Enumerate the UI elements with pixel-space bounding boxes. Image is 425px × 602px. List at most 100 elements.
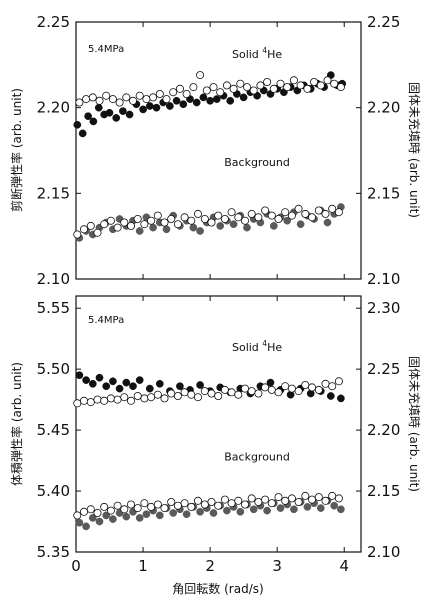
top-solid-open-point bbox=[196, 71, 205, 80]
top-right-y-axis-label: 固体未充填時 (arb. unit) bbox=[407, 82, 422, 218]
top-background-open-point bbox=[180, 213, 189, 222]
bottom-background-open-point bbox=[227, 499, 236, 508]
bottom-solid-open-point bbox=[80, 396, 89, 405]
bottom-background-filled-point bbox=[75, 518, 84, 527]
top-background-open-point bbox=[214, 211, 223, 220]
bottom-solid-open-point bbox=[207, 389, 216, 398]
top-solid-open-point bbox=[316, 81, 325, 90]
top-background-filled-point bbox=[216, 222, 225, 230]
bottom-background-filled-point bbox=[109, 515, 117, 523]
bottom-background-open-point bbox=[328, 491, 337, 500]
top-solid-open-point bbox=[75, 98, 84, 107]
bottom-background-open-point bbox=[93, 508, 102, 517]
bottom-solid-open-point bbox=[193, 393, 202, 402]
bottom-left-tick-label: 5.40 bbox=[37, 482, 70, 500]
top-background-open-point bbox=[334, 208, 343, 217]
top-background-open-point bbox=[240, 216, 249, 225]
bottom-solid-he-annotation: Solid 4He bbox=[232, 339, 282, 354]
bottom-solid-open-point bbox=[334, 377, 343, 386]
bottom-background-open-point bbox=[100, 502, 109, 511]
top-background-filled-point bbox=[296, 220, 305, 229]
bottom-right-tick-label: 2.10 bbox=[367, 543, 400, 561]
bottom-background-open-point bbox=[247, 494, 256, 503]
bottom-background-filled-point bbox=[182, 510, 191, 519]
x-tick-label: 0 bbox=[71, 557, 81, 575]
top-background-open-point bbox=[167, 214, 176, 223]
top-background-open-point bbox=[113, 223, 122, 232]
bottom-solid-filled-point bbox=[75, 371, 84, 380]
bottom-background-open-point bbox=[281, 496, 290, 505]
top-solid-he-annotation: Solid 4He bbox=[232, 46, 282, 61]
bottom-background-filled-point bbox=[249, 505, 258, 514]
bottom-background-open-point bbox=[334, 494, 343, 503]
top-solid-open-point bbox=[135, 91, 144, 100]
top-background-open-point bbox=[100, 220, 109, 229]
bottom-background-open-point bbox=[120, 505, 129, 514]
bottom-solid-he-text: He bbox=[267, 341, 282, 354]
top-solid-open-point bbox=[175, 84, 184, 93]
bottom-solid-open-point bbox=[301, 380, 310, 389]
top-background-filled-point bbox=[162, 225, 171, 234]
bottom-background-open-point bbox=[80, 507, 89, 516]
top-background-filled-point bbox=[323, 218, 332, 227]
bottom-solid-open-point bbox=[153, 390, 162, 399]
bottom-solid-open-point bbox=[261, 383, 270, 392]
x-tick-label: 1 bbox=[138, 557, 148, 575]
bottom-solid-open-point bbox=[133, 391, 142, 400]
bottom-background-open-point bbox=[193, 496, 202, 505]
bottom-solid-filled-point bbox=[155, 379, 164, 388]
bottom-background-filled-point bbox=[276, 504, 285, 512]
bottom-background-filled-point bbox=[142, 510, 151, 519]
top-solid-open-point bbox=[303, 84, 312, 93]
bottom-x-ticks: 0 1 2 3 4 bbox=[71, 22, 349, 575]
bottom-background-filled-point bbox=[290, 505, 298, 514]
bottom-left-y-ticks: 5.35 5.40 5.45 5.50 5.55 bbox=[37, 299, 81, 561]
bottom-solid-open-point bbox=[200, 387, 209, 396]
top-background-open-point bbox=[294, 204, 303, 213]
top-solid-open-point bbox=[323, 76, 332, 85]
bottom-background-filled-point bbox=[263, 506, 271, 515]
bottom-background-open-point bbox=[254, 497, 263, 506]
bottom-background-open-point bbox=[147, 502, 156, 511]
top-background-open-point bbox=[193, 209, 202, 218]
top-left-tick-label: 2.10 bbox=[37, 270, 70, 288]
top-background-filled-point bbox=[269, 222, 278, 230]
bottom-solid-open-point bbox=[220, 385, 229, 394]
top-background-open-point bbox=[287, 211, 296, 220]
top-left-y-axis-label: 剪断弾性率 (arb. unit) bbox=[9, 88, 24, 212]
top-solid-filled-point bbox=[125, 110, 134, 119]
top-solid-open-point bbox=[269, 84, 278, 93]
top-background-open-point bbox=[106, 216, 115, 225]
top-solid-filled-point bbox=[166, 102, 174, 110]
top-solid-open-point bbox=[283, 83, 292, 92]
top-series-background-open bbox=[73, 204, 343, 239]
top-solid-open-point bbox=[330, 79, 339, 88]
bottom-background-open-point bbox=[214, 501, 223, 510]
bottom-background-filled-point bbox=[209, 509, 218, 517]
top-solid-open-point bbox=[142, 95, 151, 104]
bottom-solid-open-point bbox=[227, 388, 236, 397]
bottom-background-filled-point bbox=[155, 511, 164, 520]
top-right-tick-label: 2.15 bbox=[367, 184, 400, 202]
top-background-open-point bbox=[227, 208, 236, 217]
top-solid-filled-point bbox=[105, 108, 114, 117]
top-background-open-point bbox=[314, 206, 323, 215]
bottom-background-open-point bbox=[234, 496, 243, 505]
top-solid-open-point bbox=[108, 95, 117, 104]
top-solid-filled-point bbox=[226, 96, 235, 105]
top-background-filled-point bbox=[229, 220, 238, 229]
bottom-solid-open-point bbox=[93, 395, 102, 404]
bottom-solid-open-point bbox=[73, 399, 82, 408]
top-solid-filled-point bbox=[78, 129, 87, 138]
top-solid-filled-point bbox=[119, 107, 127, 115]
top-solid-open-point bbox=[189, 83, 198, 92]
top-solid-open-point bbox=[169, 88, 178, 97]
top-solid-filled-point bbox=[145, 102, 154, 110]
bottom-right-y-ticks: 2.10 2.15 2.20 2.25 2.30 bbox=[356, 299, 400, 561]
bottom-right-tick-label: 2.25 bbox=[367, 360, 400, 378]
top-solid-open-point bbox=[162, 95, 171, 104]
bottom-solid-open-point bbox=[247, 387, 256, 396]
top-background-filled-point bbox=[196, 227, 204, 235]
top-solid-open-point bbox=[122, 93, 131, 102]
bottom-solid-open-point bbox=[328, 382, 337, 391]
